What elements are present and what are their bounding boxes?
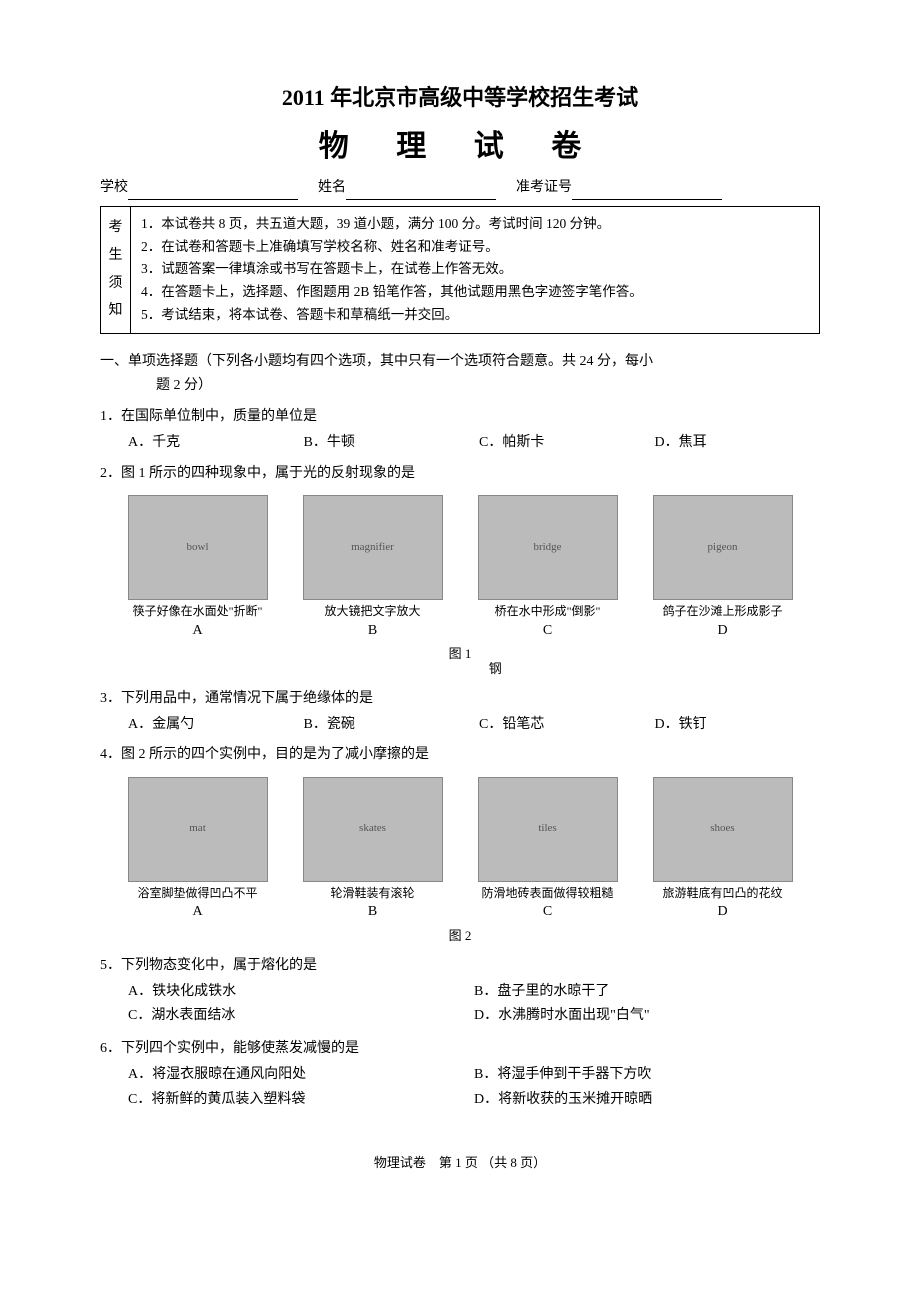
page-footer: 物理试卷 第 1 页 （共 8 页） — [100, 1153, 820, 1174]
notice-char-1: 生 — [109, 245, 123, 267]
q4-img-b-placeholder: skates — [303, 777, 443, 882]
question-3: 3．下列用品中，通常情况下属于绝缘体的是 A．金属勺 B．瓷碗 C．铅笔芯 D．… — [100, 688, 820, 737]
q2-image-a: bowl 筷子好像在水面处"折断" A — [116, 495, 279, 642]
q4-image-a: mat 浴室脚垫做得凹凸不平 A — [116, 777, 279, 924]
q6-options: A．将湿衣服晾在通风向阳处 B．将湿手伸到干手器下方吹 C．将新鲜的黄瓜装入塑料… — [100, 1064, 820, 1113]
q4-img-c-caption: 防滑地砖表面做得较粗糙 — [481, 886, 613, 902]
question-1: 1．在国际单位制中，质量的单位是 A．千克 B．牛顿 C．帕斯卡 D．焦耳 — [100, 406, 820, 455]
q1-options: A．千克 B．牛顿 C．帕斯卡 D．焦耳 — [100, 432, 820, 454]
q3-options: A．金属勺 B．瓷碗 C．铅笔芯 D．铁钉 — [100, 714, 820, 736]
q2-img-d-letter: D — [717, 620, 727, 642]
q4-images: mat 浴室脚垫做得凹凸不平 A skates 轮滑鞋装有滚轮 B tiles … — [100, 777, 820, 924]
q1-option-d: D．焦耳 — [655, 432, 821, 454]
q4-image-d: shoes 旅游鞋底有凹凸的花纹 D — [641, 777, 804, 924]
notice-label-column: 考 生 须 知 — [101, 207, 131, 334]
q1-text: 1．在国际单位制中，质量的单位是 — [100, 406, 820, 428]
q4-img-b-caption: 轮滑鞋装有滚轮 — [330, 886, 414, 902]
q2-img-b-caption: 放大镜把文字放大 — [324, 604, 420, 620]
q4-img-b-letter: B — [368, 901, 377, 923]
q4-img-a-letter: A — [192, 901, 202, 923]
q4-img-c-letter: C — [543, 901, 552, 923]
q2-img-b-letter: B — [368, 620, 377, 642]
q4-img-c-placeholder: tiles — [478, 777, 618, 882]
q6-option-b: B．将湿手伸到干手器下方吹 — [474, 1064, 820, 1086]
q2-img-b-placeholder: magnifier — [303, 495, 443, 600]
q4-img-d-placeholder: shoes — [653, 777, 793, 882]
school-underline — [128, 199, 298, 200]
notice-char-3: 知 — [109, 300, 123, 322]
q2-img-a-placeholder: bowl — [128, 495, 268, 600]
q4-text: 4．图 2 所示的四个实例中，目的是为了减小摩擦的是 — [100, 744, 820, 766]
q2-image-c: bridge 桥在水中形成"倒影" C — [466, 495, 629, 642]
q3-option-c: C．铅笔芯 — [479, 714, 645, 736]
q1-option-c: C．帕斯卡 — [479, 432, 645, 454]
q3-text: 3．下列用品中，通常情况下属于绝缘体的是 — [100, 688, 820, 710]
section1-title-cont: 题 2 分） — [100, 378, 212, 393]
q5-option-b: B．盘子里的水晾干了 — [474, 981, 820, 1003]
main-title: 2011 年北京市高级中等学校招生考试 — [100, 80, 820, 115]
q6-option-c: C．将新鲜的黄瓜装入塑料袋 — [128, 1089, 474, 1111]
q4-image-b: skates 轮滑鞋装有滚轮 B — [291, 777, 454, 924]
q3-option-b: B．瓷碗 — [304, 714, 470, 736]
examid-label: 准考证号 — [516, 177, 572, 199]
notice-item: 1．本试卷共 8 页，共五道大题，39 道小题，满分 100 分。考试时间 12… — [141, 213, 809, 236]
q4-img-a-caption: 浴室脚垫做得凹凸不平 — [137, 886, 257, 902]
notice-box: 考 生 须 知 1．本试卷共 8 页，共五道大题，39 道小题，满分 100 分… — [100, 206, 820, 335]
examid-field: 准考证号 — [516, 177, 722, 199]
notice-char-2: 须 — [109, 273, 123, 295]
q5-text: 5．下列物态变化中，属于熔化的是 — [100, 955, 820, 977]
q2-img-c-caption: 桥在水中形成"倒影" — [495, 604, 601, 620]
school-field: 学校 — [100, 177, 298, 199]
q1-option-a: A．千克 — [128, 432, 294, 454]
q5-option-a: A．铁块化成铁水 — [128, 981, 474, 1003]
q4-img-d-caption: 旅游鞋底有凹凸的花纹 — [662, 886, 782, 902]
school-label: 学校 — [100, 177, 128, 199]
q6-option-a: A．将湿衣服晾在通风向阳处 — [128, 1064, 474, 1086]
section1-title: 一、单项选择题（下列各小题均有四个选项，其中只有一个选项符合题意。共 24 分，… — [100, 350, 820, 398]
notice-content: 1．本试卷共 8 页，共五道大题，39 道小题，满分 100 分。考试时间 12… — [131, 207, 819, 334]
section1-title-text: 一、单项选择题（下列各小题均有四个选项，其中只有一个选项符合题意。共 24 分，… — [100, 354, 653, 369]
q2-img-a-caption: 筷子好像在水面处"折断" — [133, 604, 263, 620]
name-label: 姓名 — [318, 177, 346, 199]
notice-item: 4．在答题卡上，选择题、作图题用 2B 铅笔作答，其他试题用黑色字迹签字笔作答。 — [141, 281, 809, 304]
question-6: 6．下列四个实例中，能够使蒸发减慢的是 A．将湿衣服晾在通风向阳处 B．将湿手伸… — [100, 1038, 820, 1113]
q4-fig-label: 图 2 — [100, 926, 820, 947]
q1-option-b: B．牛顿 — [304, 432, 470, 454]
name-underline — [346, 199, 496, 200]
q3-option-a: A．金属勺 — [128, 714, 294, 736]
q4-img-a-placeholder: mat — [128, 777, 268, 882]
question-5: 5．下列物态变化中，属于熔化的是 A．铁块化成铁水 B．盘子里的水晾干了 C．湖… — [100, 955, 820, 1030]
notice-char-0: 考 — [109, 217, 123, 239]
q2-img-d-placeholder: pigeon — [653, 495, 793, 600]
q2-img-c-letter: C — [543, 620, 552, 642]
question-4: 4．图 2 所示的四个实例中，目的是为了减小摩擦的是 mat 浴室脚垫做得凹凸不… — [100, 744, 820, 946]
subject-title: 物 理 试 卷 — [100, 123, 820, 171]
q5-option-c: C．湖水表面结冰 — [128, 1005, 474, 1027]
q3-option-d: D．铁钉 — [655, 714, 821, 736]
q5-options: A．铁块化成铁水 B．盘子里的水晾干了 C．湖水表面结冰 D．水沸腾时水面出现"… — [100, 981, 820, 1030]
q4-img-d-letter: D — [717, 901, 727, 923]
notice-item: 5．考试结束，将本试卷、答题卡和草稿纸一并交回。 — [141, 304, 809, 327]
q4-image-c: tiles 防滑地砖表面做得较粗糙 C — [466, 777, 629, 924]
q2-image-d: pigeon 鸽子在沙滩上形成影子 D — [641, 495, 804, 642]
question-2: 2．图 1 所示的四种现象中，属于光的反射现象的是 bowl 筷子好像在水面处"… — [100, 463, 820, 680]
examid-underline — [572, 199, 722, 200]
q2-img-a-letter: A — [192, 620, 202, 642]
name-field: 姓名 — [318, 177, 496, 199]
info-line: 学校 姓名 准考证号 — [100, 177, 820, 199]
q2-img-d-caption: 鸽子在沙滩上形成影子 — [662, 604, 782, 620]
q2-img-c-placeholder: bridge — [478, 495, 618, 600]
q2-text: 2．图 1 所示的四种现象中，属于光的反射现象的是 — [100, 463, 820, 485]
q2-images: bowl 筷子好像在水面处"折断" A magnifier 放大镜把文字放大 B… — [100, 495, 820, 642]
notice-item: 3．试题答案一律填涂或书写在答题卡上，在试卷上作答无效。 — [141, 258, 809, 281]
q6-option-d: D．将新收获的玉米摊开晾晒 — [474, 1089, 820, 1111]
q5-option-d: D．水沸腾时水面出现"白气" — [474, 1005, 820, 1027]
q2-image-b: magnifier 放大镜把文字放大 B — [291, 495, 454, 642]
q6-text: 6．下列四个实例中，能够使蒸发减慢的是 — [100, 1038, 820, 1060]
notice-item: 2．在试卷和答题卡上准确填写学校名称、姓名和准考证号。 — [141, 236, 809, 259]
q2-sub-note: 钢 — [489, 659, 820, 680]
